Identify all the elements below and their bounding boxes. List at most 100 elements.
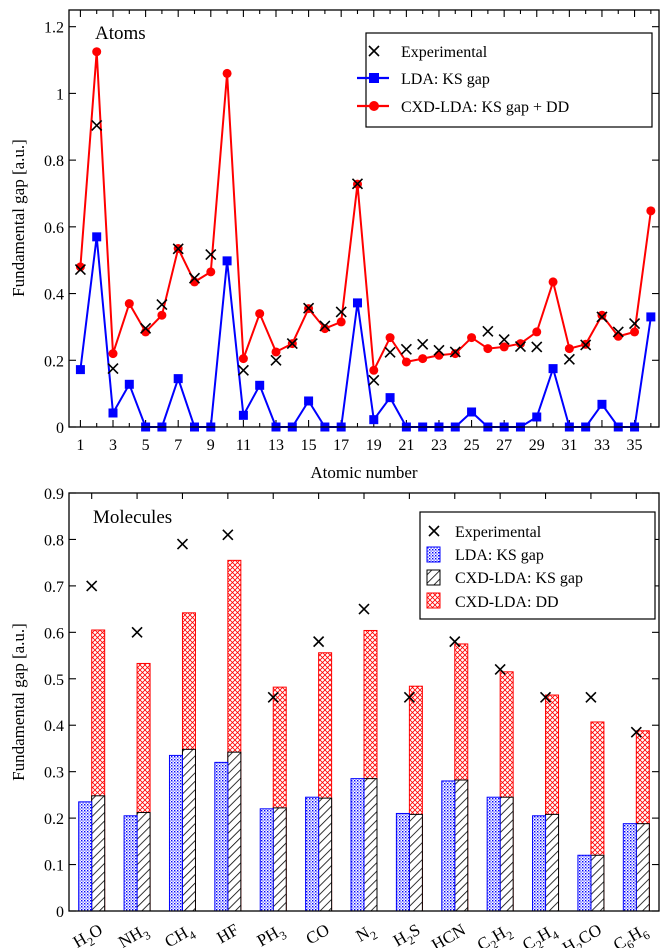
atoms-y-tick-label: 0.2 — [44, 353, 64, 370]
experimental-atom-point — [351, 178, 364, 190]
molecule-label: H2O — [70, 920, 108, 948]
cxd-lda-point — [532, 327, 542, 337]
molecules-legend-lda-swatch — [426, 546, 441, 563]
atoms-x-tick-label: 7 — [174, 437, 182, 454]
atoms-y-tick-label: 0.8 — [44, 153, 64, 170]
experimental-atom-point — [335, 306, 347, 318]
atoms-x-axis-label: Atomic number — [310, 463, 418, 482]
atoms-x-tick-label: 31 — [561, 437, 577, 454]
lda-ks-gap-point — [238, 410, 248, 420]
molecule-label: C6H6 — [610, 920, 652, 948]
experimental-atom-point — [449, 346, 461, 358]
experimental-atom-point — [205, 248, 217, 261]
cxd-lda-point — [75, 262, 85, 272]
experimental-atom-point — [74, 263, 86, 276]
experimental-atom-point — [156, 299, 168, 311]
molecules-legend-cxd-dd-swatch — [426, 592, 441, 609]
atoms-x-tick-label: 15 — [301, 437, 317, 454]
cxd-lda-ks-gap-bar — [318, 797, 333, 912]
atoms-axis-ticks: 00.20.40.60.811.21 3 5 7 9 11 13 15 17 19 21 23 25 27… — [44, 10, 659, 454]
atoms-title: Atoms — [95, 23, 146, 44]
experimental-molecule-point — [176, 538, 189, 550]
experimental-molecule-point — [539, 691, 552, 703]
cxd-lda-point — [450, 349, 460, 359]
cxd-lda-point — [369, 365, 379, 375]
molecules-y-tick-label: 0.9 — [44, 486, 64, 503]
cxd-lda-ks-gap-bar — [181, 748, 196, 912]
atoms-plot-frame — [68, 9, 660, 428]
molecules-plot-frame — [68, 492, 660, 912]
cxd-lda-ks-gap-bar — [499, 796, 514, 912]
cxd-lda-point — [271, 347, 281, 357]
cxd-lda-ks-gap-bar — [545, 813, 560, 912]
experimental-molecule-point — [131, 626, 143, 638]
experimental-molecule-point — [403, 691, 415, 703]
cxd-lda-point — [124, 299, 134, 309]
lda-ks-gap-point — [173, 374, 183, 384]
atoms-legend-experimental: Experimental — [401, 44, 488, 61]
lda-ks-gap-point — [369, 415, 379, 425]
molecules-legend-box — [419, 511, 656, 620]
molecules-y-tick-label: 0.6 — [44, 625, 64, 642]
experimental-molecule-point — [494, 663, 506, 676]
cxd-lda-ks-gap-bar — [363, 778, 378, 912]
cxd-lda-line — [79, 51, 652, 374]
atoms-x-tick-label: 23 — [431, 437, 447, 454]
atoms-y-tick-label: 0 — [56, 420, 64, 437]
molecules-title: Molecules — [93, 507, 172, 528]
cxd-lda-point — [255, 309, 265, 319]
cxd-lda-point — [548, 277, 558, 287]
atoms-x-tick-label: 19 — [366, 437, 382, 454]
lda-ks-gap-point — [124, 379, 134, 389]
atoms-x-tick-label: 13 — [268, 437, 284, 454]
lda-ks-gap-bar — [395, 812, 410, 912]
experimental-atom-point — [368, 374, 380, 386]
cxd-lda-point — [630, 327, 640, 337]
molecules-legend-cxd-ks: CXD-LDA: KS gap — [455, 570, 583, 587]
experimental-molecule-point — [222, 529, 234, 541]
molecule-label: C2H4 — [519, 920, 561, 948]
atoms-x-tick-label: 35 — [627, 437, 643, 454]
atoms-x-tick-label: 5 — [142, 437, 150, 454]
molecules-legend-lda: LDA: KS gap — [455, 547, 544, 564]
experimental-atom-point — [237, 364, 249, 376]
molecules-legend-cxd-dd: CXD-LDA: DD — [455, 594, 559, 611]
cxd-lda-point — [401, 357, 411, 367]
lda-ks-gap-point — [646, 312, 656, 322]
lda-ks-gap-point — [92, 232, 102, 242]
atoms-x-tick-label: 3 — [109, 437, 117, 454]
atoms-y-axis-label: Fundamental gap [a.u.] — [9, 139, 28, 297]
molecule-label: CH4 — [161, 920, 198, 948]
lda-ks-gap-point — [548, 364, 558, 374]
cxd-lda-point — [222, 68, 232, 78]
lda-ks-gap-bar — [259, 808, 274, 912]
cxd-lda-point — [613, 331, 623, 341]
molecules-y-tick-label: 0.2 — [44, 811, 64, 828]
experimental-atom-point — [319, 320, 331, 332]
molecule-label: CO — [303, 920, 333, 948]
atoms-x-tick-label: 17 — [333, 437, 349, 454]
cxd-lda-point — [483, 344, 493, 354]
molecules-y-axis-label: Fundamental gap [a.u.] — [9, 623, 28, 781]
experimental-atom-point — [531, 341, 543, 353]
experimental-atom-point — [580, 339, 592, 351]
molecules-y-tick-label: 0.1 — [44, 858, 64, 875]
experimental-atom-point — [140, 322, 152, 334]
lda-ks-gap-bar — [350, 778, 365, 912]
cxd-lda-point — [206, 267, 216, 277]
cxd-lda-point — [499, 342, 509, 352]
experimental-atom-point — [514, 341, 527, 353]
molecules-legend: Experimental LDA: KS gap CXD-LDA: KS gap… — [419, 511, 656, 620]
atoms-x-tick-label: 11 — [236, 437, 251, 454]
experimental-atom-point — [286, 338, 298, 350]
experimental-atom-point — [400, 343, 412, 355]
lda-ks-gap-bar — [622, 823, 637, 912]
experimental-molecule-point — [86, 580, 98, 592]
cxd-lda-ks-gap-bar — [635, 823, 650, 912]
cxd-lda-point — [385, 333, 395, 343]
cxd-lda-point — [646, 206, 656, 216]
cxd-lda-point — [418, 354, 428, 364]
experimental-atom-point — [384, 346, 396, 358]
lda-ks-gap-point — [597, 399, 607, 409]
